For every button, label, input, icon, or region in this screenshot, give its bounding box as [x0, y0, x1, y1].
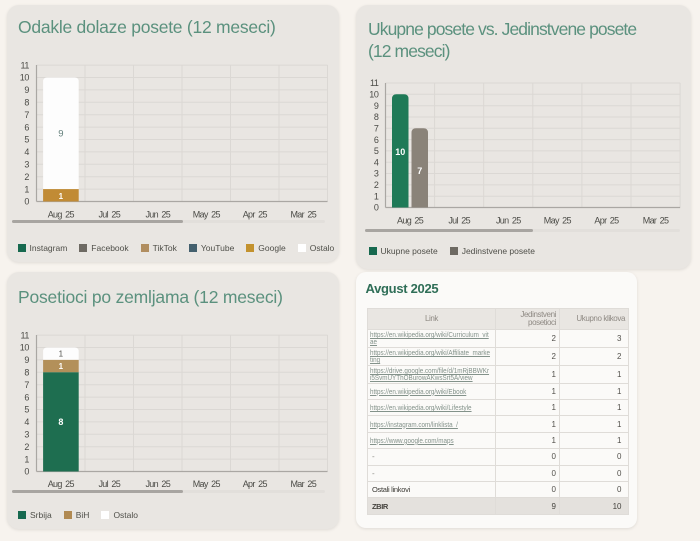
svg-text:11: 11	[20, 330, 29, 340]
svg-text:0: 0	[24, 467, 29, 477]
svg-text:Jun 25: Jun 25	[496, 216, 521, 226]
svg-text:10: 10	[20, 73, 30, 83]
svg-text:Jun 25: Jun 25	[145, 479, 170, 489]
svg-text:Mar 25: Mar 25	[290, 479, 316, 489]
svg-text:3: 3	[24, 160, 29, 170]
svg-text:11: 11	[370, 78, 379, 88]
svg-text:8: 8	[374, 112, 379, 122]
svg-text:1: 1	[24, 184, 29, 194]
svg-text:1: 1	[59, 362, 64, 371]
svg-text:6: 6	[374, 135, 379, 145]
svg-text:Mar 25: Mar 25	[290, 209, 316, 219]
svg-text:5: 5	[24, 135, 29, 145]
svg-text:Apr 25: Apr 25	[243, 479, 268, 489]
svg-text:6: 6	[24, 392, 29, 402]
svg-text:7: 7	[417, 166, 422, 176]
svg-text:2: 2	[24, 442, 29, 452]
svg-text:7: 7	[24, 380, 29, 390]
svg-text:Apr 25: Apr 25	[594, 216, 619, 226]
svg-text:May 25: May 25	[193, 479, 221, 489]
svg-text:6: 6	[24, 122, 29, 132]
svg-text:8: 8	[24, 98, 29, 108]
svg-text:9: 9	[374, 101, 379, 111]
svg-text:9: 9	[58, 129, 63, 140]
svg-text:4: 4	[24, 147, 29, 157]
svg-text:4: 4	[24, 417, 29, 427]
svg-text:Jul 25: Jul 25	[448, 216, 470, 226]
svg-text:Jul 25: Jul 25	[98, 209, 120, 219]
svg-text:0: 0	[374, 203, 379, 213]
svg-text:2: 2	[374, 180, 379, 190]
svg-text:2: 2	[24, 172, 29, 182]
svg-text:3: 3	[24, 430, 29, 440]
svg-text:10: 10	[369, 90, 379, 100]
svg-text:1: 1	[59, 192, 64, 201]
svg-text:10: 10	[395, 147, 405, 157]
svg-text:9: 9	[24, 355, 29, 365]
svg-text:Aug 25: Aug 25	[48, 479, 75, 489]
svg-text:1: 1	[59, 350, 64, 359]
svg-text:1: 1	[374, 191, 379, 201]
svg-text:5: 5	[374, 146, 379, 156]
svg-text:May 25: May 25	[544, 216, 572, 226]
svg-text:1: 1	[24, 454, 29, 464]
svg-text:0: 0	[24, 197, 29, 207]
svg-text:11: 11	[20, 60, 29, 70]
svg-text:7: 7	[374, 124, 379, 134]
svg-text:4: 4	[374, 157, 379, 167]
svg-text:Mar 25: Mar 25	[643, 216, 669, 226]
svg-text:9: 9	[24, 85, 29, 95]
svg-text:Aug 25: Aug 25	[397, 216, 424, 226]
svg-text:8: 8	[24, 368, 29, 378]
svg-text:Jun 25: Jun 25	[145, 209, 170, 219]
svg-text:Aug 25: Aug 25	[48, 209, 75, 219]
svg-text:7: 7	[24, 110, 29, 120]
svg-text:10: 10	[20, 343, 30, 353]
svg-text:3: 3	[374, 169, 379, 179]
svg-text:5: 5	[24, 405, 29, 415]
svg-text:Jul 25: Jul 25	[98, 479, 120, 489]
svg-text:8: 8	[58, 417, 63, 427]
svg-text:Apr 25: Apr 25	[243, 209, 268, 219]
svg-text:May 25: May 25	[193, 209, 221, 219]
